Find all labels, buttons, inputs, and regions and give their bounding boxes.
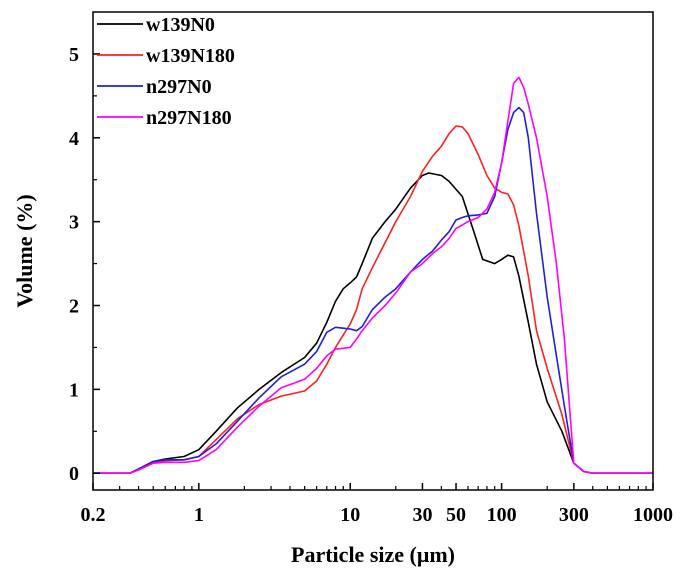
x-tick-label: 30 <box>412 504 432 526</box>
x-tick-label: 100 <box>487 504 517 526</box>
x-tick-label: 1 <box>194 504 204 526</box>
y-tick-label: 5 <box>69 44 79 66</box>
y-tick-label: 0 <box>69 463 79 485</box>
x-tick-label: 10 <box>340 504 360 526</box>
series-line-n297N180 <box>93 76 653 474</box>
legend-label-n297N0: n297N0 <box>146 76 212 98</box>
y-tick-label: 1 <box>69 379 79 401</box>
series-layer <box>93 76 653 474</box>
x-tick-label: 1000 <box>633 504 673 526</box>
y-tick-label: 4 <box>69 128 79 150</box>
x-tick-label: 300 <box>559 504 589 526</box>
x-axis-title: Particle size (μm) <box>291 542 455 567</box>
legend-label-w139N180: w139N180 <box>146 45 235 67</box>
x-tick-label: 0.2 <box>81 504 106 526</box>
x-tick-label: 50 <box>446 504 466 526</box>
y-tick-label: 3 <box>69 212 79 234</box>
legend-label-w139N0: w139N0 <box>146 14 215 36</box>
series-line-w139N0 <box>93 172 653 474</box>
y-axis-title: Volume (%) <box>12 194 37 307</box>
ticks-layer: 0.2 1 10 30 50 100 300 1000 0 1 2 3 4 5 <box>69 44 673 526</box>
series-line-w139N180 <box>93 125 653 474</box>
series-line-n297N0 <box>93 106 653 474</box>
plot-frame <box>92 11 654 491</box>
legend: w139N0 w139N180 n297N0 n297N180 <box>97 14 235 129</box>
legend-label-n297N180: n297N180 <box>146 107 232 129</box>
y-tick-label: 2 <box>69 296 79 318</box>
